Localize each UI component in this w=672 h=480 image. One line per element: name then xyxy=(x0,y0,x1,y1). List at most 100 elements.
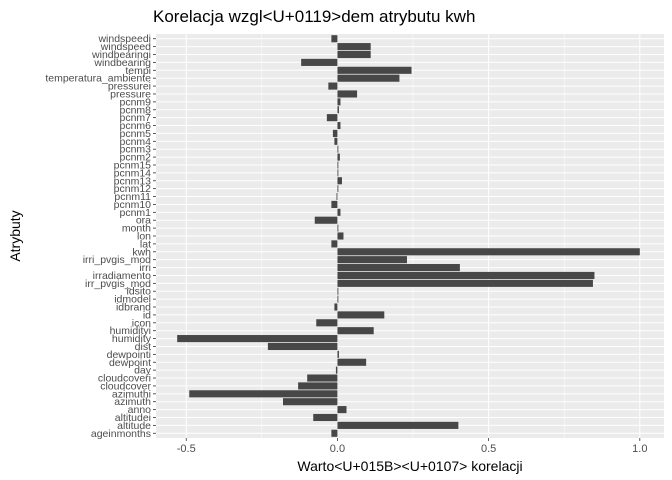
y-tick-label-azimuthi: azimuthi xyxy=(112,388,151,400)
bar-icon xyxy=(316,319,338,327)
y-tick-label-windspeed: windspeed xyxy=(100,41,151,53)
bar-pcnm15 xyxy=(337,161,339,169)
bar-pcnm14 xyxy=(337,169,339,177)
bar-windbearingi xyxy=(337,50,371,59)
bar-kwh xyxy=(337,248,640,256)
bar-lon xyxy=(337,232,344,240)
y-tick-label-irradiamento: irradiamento xyxy=(93,270,152,282)
bar-pcnm9 xyxy=(337,98,341,106)
chart-title: Korelacja wzgl<U+0119>dem atrybutu kwh xyxy=(153,7,475,26)
y-tick-label-month: month xyxy=(122,223,151,235)
y-tick-label-pcnm4: pcnm4 xyxy=(119,136,151,148)
bar-pcnm10 xyxy=(331,200,338,208)
bar-cloudcover xyxy=(298,382,338,390)
bar-pcnm2 xyxy=(337,153,340,161)
y-tick-label-windbearingi: windbearingi xyxy=(91,49,151,61)
bar-pcnm11 xyxy=(336,192,338,201)
bar-pcnm3 xyxy=(337,145,339,153)
y-tick-label-pressure: pressure xyxy=(110,88,151,100)
bar-pressurei xyxy=(328,82,338,90)
bar-irradiamento xyxy=(337,271,595,280)
bar-ageinmonths xyxy=(331,429,338,437)
bar-pcnm13 xyxy=(337,177,342,185)
y-tick-label-anno: anno xyxy=(128,404,152,416)
bar-windspeedi xyxy=(331,35,338,43)
x-tick-label: 0.0 xyxy=(330,443,345,455)
bar-day xyxy=(335,366,338,374)
bar-altitude xyxy=(337,421,459,429)
y-tick-label-altitude: altitude xyxy=(117,420,151,432)
y-tick-label-pressurei: pressurei xyxy=(108,81,151,93)
y-tick-label-altitudei: altitudei xyxy=(115,412,151,424)
y-tick-label-pcnm11: pcnm11 xyxy=(114,191,151,203)
y-tick-label-cloudcover: cloudcover xyxy=(100,380,151,392)
bar-idsito xyxy=(337,287,339,295)
y-tick-label-icon: icon xyxy=(132,317,151,329)
bar-irr_pvgis_mod xyxy=(337,279,593,287)
y-tick-label-dist: dist xyxy=(135,341,151,353)
x-axis-title: Warto<U+015B><U+0107> korelacji xyxy=(297,458,522,474)
bar-dewpoint xyxy=(337,358,367,366)
bar-azimuth xyxy=(283,398,338,406)
y-tick-label-idbrand: idbrand xyxy=(116,302,151,314)
y-tick-label-pcnm15: pcnm15 xyxy=(114,159,152,171)
y-tick-label-kwh: kwh xyxy=(132,246,151,258)
y-tick-label-pcnm8: pcnm8 xyxy=(119,104,151,116)
y-tick-label-pcnm6: pcnm6 xyxy=(119,120,151,132)
y-tick-label-windspeedi: windspeedi xyxy=(97,33,151,45)
bar-anno xyxy=(337,406,347,414)
y-tick-label-pcnm9: pcnm9 xyxy=(119,96,151,108)
x-tick-label: 0.5 xyxy=(481,443,496,455)
bar-month xyxy=(337,224,339,232)
y-axis-title: Atrybuty xyxy=(7,210,23,261)
y-tick-label-id: id xyxy=(143,309,151,321)
y-tick-label-humidity: humidity xyxy=(112,333,152,345)
bar-windspeed xyxy=(337,43,371,51)
bar-tempi xyxy=(337,66,412,74)
y-tick-label-cloudcoveri: cloudcoveri xyxy=(98,373,151,385)
y-tick-label-pcnm13: pcnm13 xyxy=(114,175,152,187)
bar-id xyxy=(337,311,385,319)
y-tick-label-idmodel: idmodel xyxy=(114,294,151,306)
y-tick-label-pcnm3: pcnm3 xyxy=(119,144,151,156)
bar-azimuthi xyxy=(189,390,338,398)
bar-pcnm4 xyxy=(334,137,338,145)
bar-pcnm5 xyxy=(332,129,338,137)
bar-cloudcoveri xyxy=(307,374,338,382)
x-tick-label: 1.0 xyxy=(632,443,647,455)
y-tick-label-ora: ora xyxy=(136,215,151,227)
bar-dewpointi xyxy=(337,350,339,358)
bar-irri xyxy=(337,264,460,272)
y-tick-label-azimuth: azimuth xyxy=(114,396,151,408)
y-tick-label-day: day xyxy=(134,365,152,377)
bar-pcnm1 xyxy=(337,208,341,216)
bar-windbearing xyxy=(301,58,338,66)
y-tick-label-lat: lat xyxy=(140,238,151,250)
bar-irri_pvgis_mod xyxy=(337,256,407,264)
bar-temperatura_ambiente xyxy=(337,74,400,82)
bar-idmodel xyxy=(337,295,339,303)
y-tick-label-irr_pvgis_mod: irr_pvgis_mod xyxy=(85,278,151,290)
bar-lat xyxy=(331,240,338,248)
y-tick-label-windbearing: windbearing xyxy=(93,57,151,69)
y-tick-label-irri: irri xyxy=(139,262,151,274)
y-tick-label-temperatura_ambiente: temperatura_ambiente xyxy=(45,73,151,85)
bars xyxy=(177,35,640,437)
bar-ora xyxy=(314,216,338,224)
bar-dist xyxy=(267,342,338,351)
y-tick-label-idsito: idsito xyxy=(126,286,151,298)
y-tick-label-tempi: tempi xyxy=(125,65,151,77)
bar-pcnm7 xyxy=(326,114,338,122)
y-tick-label-dewpointi: dewpointi xyxy=(107,349,151,361)
y-tick-label-pcnm14: pcnm14 xyxy=(114,167,152,179)
y-tick-label-pcnm12: pcnm12 xyxy=(114,183,152,195)
y-tick-label-pcnm7: pcnm7 xyxy=(119,112,151,124)
y-tick-label-humidityi: humidityi xyxy=(110,325,151,337)
y-tick-label-pcnm5: pcnm5 xyxy=(119,128,151,140)
y-tick-label-lon: lon xyxy=(137,231,151,243)
x-tick-label: -0.5 xyxy=(177,443,196,455)
y-axis: ageinmonthsaltitudealtitudeiannoazimutha… xyxy=(45,33,156,440)
y-tick-label-ageinmonths: ageinmonths xyxy=(91,428,151,440)
bar-pcnm8 xyxy=(337,106,339,114)
